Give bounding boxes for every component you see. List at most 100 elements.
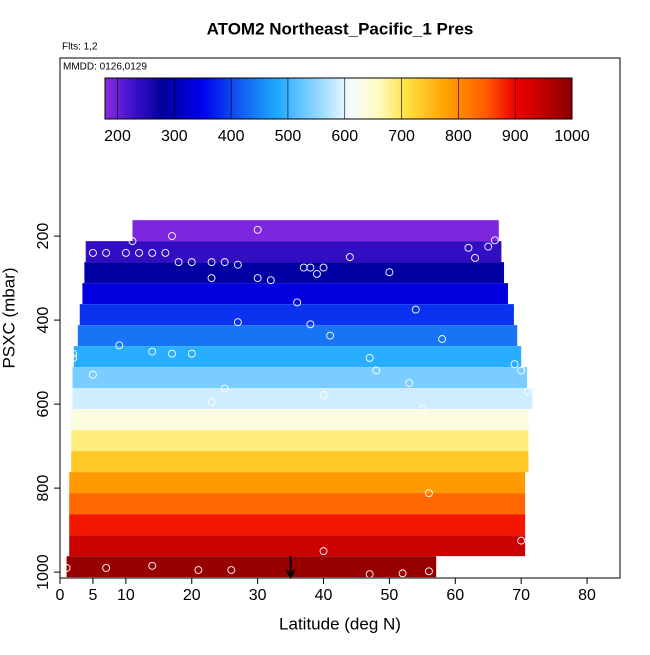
x-tick-label: 80 — [578, 587, 596, 604]
data-point — [424, 489, 433, 498]
data-point — [411, 412, 420, 421]
data-point — [207, 398, 216, 406]
data-point — [135, 248, 144, 257]
y-tick-label: 400 — [35, 307, 52, 334]
heatmap-cell — [69, 472, 526, 494]
data-point — [233, 260, 242, 269]
data-point — [411, 305, 420, 314]
data-point — [510, 360, 519, 369]
data-point — [88, 248, 97, 257]
data-point — [187, 258, 196, 267]
data-point — [517, 366, 526, 375]
data-point — [148, 248, 157, 257]
data-point — [326, 331, 335, 340]
colorbar-tick-label: 600 — [331, 128, 358, 145]
heatmap-cell — [71, 451, 529, 473]
data-point — [517, 536, 526, 545]
data-point — [438, 335, 447, 343]
data-point — [306, 263, 315, 272]
x-tick-label: 5 — [88, 587, 97, 604]
annotation: MMDD: 0126,0129 — [63, 62, 147, 73]
y-tick-label: 1000 — [35, 554, 52, 590]
arrow-head — [285, 569, 296, 580]
data-point — [220, 384, 229, 393]
x-tick-label: 60 — [446, 587, 464, 604]
heatmap-cell — [132, 220, 499, 242]
heatmap-cell — [66, 556, 437, 578]
heatmap-cell — [73, 346, 522, 368]
heatmap-cell — [82, 283, 509, 305]
data-point — [233, 318, 242, 327]
data-point — [168, 349, 176, 358]
heatmap-cell — [69, 493, 526, 515]
data-point — [227, 566, 236, 574]
data-point — [207, 274, 216, 283]
chart-title: ATOM2 Northeast_Pacific_1 Pres — [207, 19, 474, 38]
data-point — [365, 353, 374, 362]
colorbar-tick-label: 400 — [218, 128, 245, 145]
data-point — [148, 347, 157, 356]
data-point — [194, 566, 203, 574]
data-point — [319, 263, 328, 272]
data-point — [88, 370, 97, 379]
colorbar — [104, 77, 573, 120]
data-point — [187, 349, 196, 358]
heatmap-cell — [72, 367, 528, 389]
annotation: Flts: 1,2 — [62, 42, 98, 53]
y-tick-label: 200 — [35, 223, 52, 250]
data-point — [266, 276, 275, 285]
colorbar-tick-label: 200 — [104, 128, 131, 145]
colorbar-tick-label: 800 — [445, 128, 472, 145]
plot-frame — [59, 57, 621, 579]
heatmap-cell — [85, 241, 502, 263]
heatmap-cell — [69, 535, 526, 557]
data-point — [345, 253, 354, 262]
data-point — [464, 243, 473, 252]
colorbar-tick-label: 900 — [502, 128, 529, 145]
x-tick-label: 20 — [183, 587, 201, 604]
heatmap-cell — [69, 514, 526, 536]
data-point — [490, 236, 499, 245]
data-point — [207, 258, 216, 267]
data-point — [293, 298, 302, 307]
data-point — [220, 258, 229, 267]
data-point — [121, 248, 130, 257]
data-point — [306, 320, 315, 329]
data-point — [161, 248, 170, 257]
heatmap-cell — [72, 388, 533, 410]
colorbar-tick-label: 500 — [275, 128, 302, 145]
data-point — [418, 405, 427, 414]
x-tick-label: 70 — [512, 587, 530, 604]
data-point — [253, 274, 262, 283]
data-point — [168, 232, 176, 241]
data-point — [69, 353, 78, 362]
heatmap-cell — [84, 262, 505, 284]
data-point — [253, 225, 262, 234]
data-point — [75, 248, 84, 257]
data-point — [385, 268, 394, 277]
data-point — [174, 258, 183, 267]
data-point — [102, 563, 111, 572]
data-point — [471, 253, 480, 262]
data-point — [128, 237, 137, 246]
data-point — [405, 379, 414, 388]
x-tick-label: 0 — [56, 587, 65, 604]
x-tick-label: 30 — [249, 587, 267, 604]
data-point — [424, 567, 433, 576]
heatmap-cell — [71, 430, 529, 452]
data-point — [484, 242, 493, 251]
data-point — [312, 269, 321, 278]
data-point — [319, 547, 328, 556]
data-point — [319, 390, 328, 399]
data-point — [148, 561, 157, 570]
x-axis-label: Latitude (deg N) — [279, 614, 401, 633]
colorbar-tick-label: 300 — [161, 128, 188, 145]
x-tick-label: 10 — [117, 587, 135, 604]
data-point — [62, 563, 71, 572]
y-axis-label: PSXC (mbar) — [0, 267, 18, 368]
x-tick-label: 50 — [381, 587, 399, 604]
x-tick-label: 40 — [315, 587, 333, 604]
data-point — [115, 341, 124, 350]
colorbar-tick-label: 700 — [388, 128, 415, 145]
data-point — [69, 349, 78, 358]
